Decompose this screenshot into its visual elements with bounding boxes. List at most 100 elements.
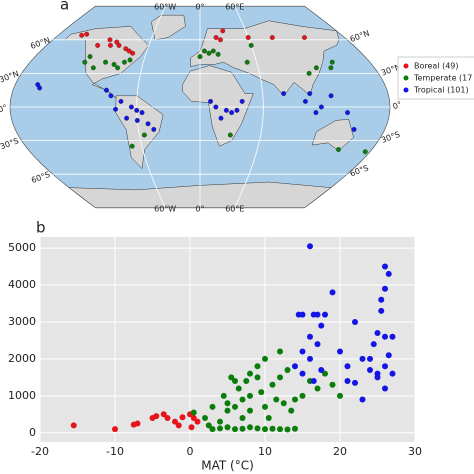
site-point [328, 93, 334, 99]
point [318, 366, 325, 373]
site-point [113, 106, 119, 112]
point [209, 426, 216, 433]
site-point [95, 42, 101, 48]
point [299, 370, 306, 377]
site-point [313, 65, 319, 71]
point [164, 414, 171, 421]
point [329, 381, 336, 388]
site-point [90, 65, 96, 71]
point [295, 311, 302, 318]
point [239, 425, 246, 432]
point [224, 407, 231, 414]
legend-label: Boreal (49) [414, 62, 459, 71]
site-point [239, 98, 245, 104]
site-point [118, 98, 124, 104]
point [258, 389, 265, 396]
site-point [362, 149, 368, 155]
point [247, 370, 253, 377]
x-tick-label: 30 [408, 445, 422, 458]
point [134, 420, 141, 427]
site-point [328, 65, 334, 71]
point [254, 363, 261, 370]
x-tick-label: 20 [333, 445, 347, 458]
point [228, 374, 235, 381]
point [262, 426, 268, 433]
point [329, 289, 336, 296]
lon-label: 0° [195, 3, 204, 12]
point [307, 243, 313, 250]
land [311, 119, 354, 152]
site-point [227, 132, 233, 138]
point [277, 348, 283, 355]
point [262, 355, 268, 362]
site-point [127, 57, 133, 63]
point [277, 426, 283, 433]
point [247, 424, 253, 431]
point [367, 366, 373, 373]
y-tick-label: 3000 [8, 315, 36, 328]
point [322, 311, 328, 318]
x-tick-label: 10 [258, 445, 272, 458]
point [160, 411, 167, 418]
point [247, 407, 253, 414]
point [243, 378, 250, 385]
point [277, 374, 283, 381]
point [254, 425, 261, 432]
point [269, 425, 276, 432]
site-point [336, 147, 341, 153]
lat-label: 0° [0, 103, 9, 115]
site-point [351, 126, 357, 132]
site-point [206, 50, 212, 56]
point [314, 385, 321, 392]
legend-marker [403, 75, 409, 81]
point [224, 400, 231, 407]
panel-label: b [36, 219, 46, 237]
point [359, 355, 366, 362]
site-point [126, 48, 132, 54]
site-point [223, 107, 229, 113]
land [151, 14, 186, 41]
site-point [244, 59, 250, 65]
site-point [218, 115, 224, 121]
site-point [281, 91, 287, 97]
site-point [329, 59, 335, 65]
legend-box [397, 56, 474, 100]
point [235, 385, 242, 392]
site-point [87, 54, 93, 60]
point [337, 348, 343, 355]
point [239, 396, 246, 403]
point [220, 392, 227, 399]
site-point [103, 59, 109, 65]
legend-marker [403, 63, 409, 69]
site-point [134, 107, 140, 113]
site-point [145, 121, 151, 127]
site-point [345, 110, 350, 116]
site-point [129, 143, 135, 149]
point [352, 318, 358, 325]
legend-label: Tropical (101) [413, 86, 469, 95]
site-point [213, 35, 219, 41]
site-point [229, 110, 235, 116]
site-point [107, 42, 113, 48]
point [224, 424, 231, 431]
site-point [79, 32, 85, 38]
point [292, 425, 298, 432]
site-point [269, 35, 275, 41]
panel-label: a [60, 0, 69, 14]
site-point [208, 98, 213, 104]
site-point [82, 59, 88, 65]
site-point [306, 70, 312, 76]
point [70, 422, 77, 429]
point [370, 341, 377, 348]
point [172, 418, 178, 425]
point [382, 333, 388, 340]
y-tick-label: 2000 [8, 352, 36, 365]
point [232, 426, 238, 433]
point [378, 296, 385, 303]
point [190, 414, 197, 421]
x-tick-label: 0 [187, 445, 194, 458]
point [322, 370, 328, 377]
point [337, 392, 343, 399]
point [314, 311, 321, 318]
